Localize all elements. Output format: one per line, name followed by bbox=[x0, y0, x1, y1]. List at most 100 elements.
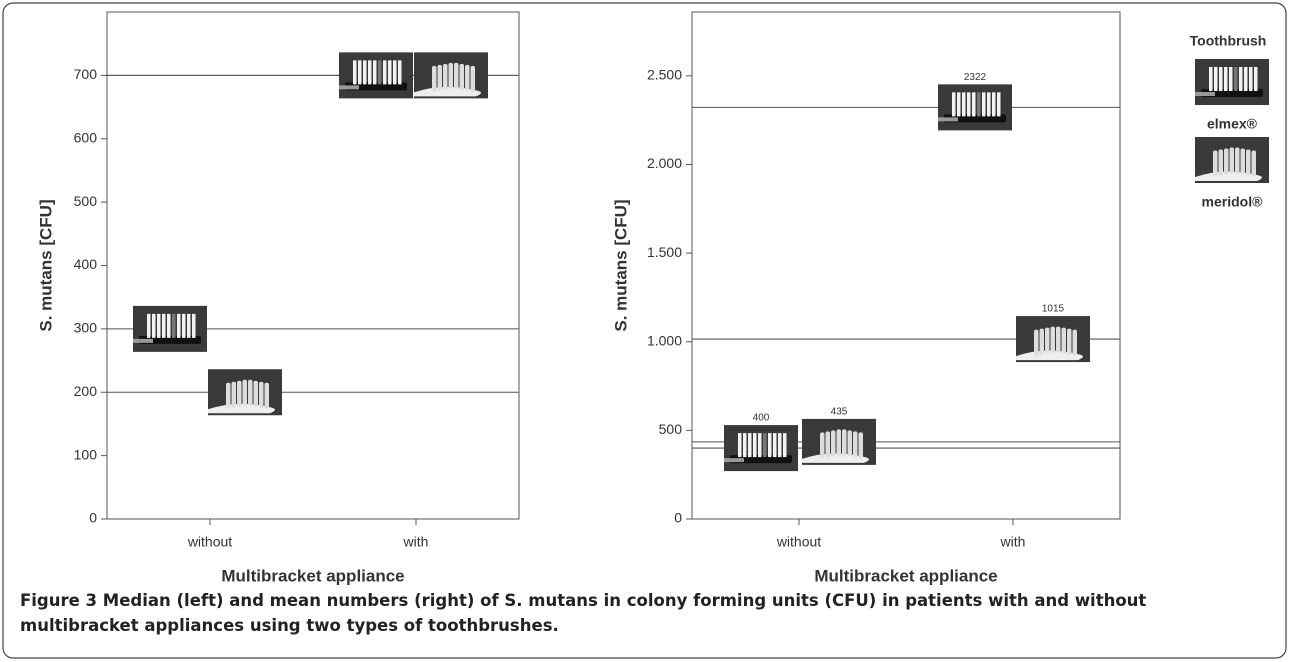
x-tick-label: without bbox=[187, 534, 232, 550]
bristle bbox=[977, 92, 981, 116]
value-label: 1015 bbox=[1042, 304, 1065, 315]
bristle bbox=[1234, 67, 1238, 91]
y-tick-label: 1.500 bbox=[647, 244, 682, 260]
bristle bbox=[237, 381, 242, 407]
bristle bbox=[743, 433, 747, 457]
bristle bbox=[1209, 67, 1213, 91]
bristle bbox=[363, 60, 367, 84]
bristle bbox=[1056, 327, 1061, 353]
bristle bbox=[243, 380, 248, 406]
bristle bbox=[763, 433, 767, 457]
bristle bbox=[957, 92, 961, 116]
bristle bbox=[192, 314, 196, 338]
bristle bbox=[358, 60, 362, 84]
toothbrush-marker bbox=[133, 306, 207, 352]
bristle bbox=[182, 314, 186, 338]
bristle bbox=[1073, 330, 1078, 356]
bristle bbox=[1239, 67, 1243, 91]
y-tick-label: 100 bbox=[74, 446, 98, 462]
bristle bbox=[172, 314, 176, 338]
y-axis-title: S. mutans [CFU] bbox=[611, 199, 630, 331]
bristle bbox=[848, 430, 853, 456]
bristle bbox=[1244, 67, 1248, 91]
bristle bbox=[460, 64, 465, 90]
bristle bbox=[465, 65, 470, 91]
y-tick-label: 1.000 bbox=[647, 332, 682, 348]
toothbrush-marker bbox=[414, 52, 488, 98]
bristle bbox=[177, 314, 181, 338]
bristle bbox=[972, 92, 976, 116]
toothbrush-marker bbox=[339, 52, 413, 98]
bristle bbox=[753, 433, 757, 457]
bristle bbox=[248, 380, 253, 406]
caption-label: Figure 3 bbox=[20, 591, 97, 610]
x-axis-title: Multibracket appliance bbox=[814, 566, 997, 585]
bristle bbox=[842, 429, 847, 455]
bristle bbox=[353, 60, 357, 84]
bristle bbox=[254, 381, 259, 407]
y-tick-label: 200 bbox=[74, 383, 98, 399]
bristle bbox=[783, 433, 787, 457]
bristle bbox=[259, 382, 264, 408]
bristle bbox=[773, 433, 777, 457]
legend-swatch bbox=[1195, 137, 1269, 183]
y-tick-label: 600 bbox=[74, 129, 98, 145]
y-tick-label: 2.000 bbox=[647, 155, 682, 171]
y-tick-label: 2.500 bbox=[647, 67, 682, 83]
bristle bbox=[826, 431, 831, 457]
bristle bbox=[1067, 329, 1072, 355]
bristle bbox=[982, 92, 986, 116]
bristle bbox=[1229, 67, 1233, 91]
figure: Toothbrush 0100200300400500600700S. muta… bbox=[0, 0, 1290, 662]
bristle bbox=[1040, 329, 1045, 355]
x-tick-label: with bbox=[403, 534, 429, 550]
toothbrush-marker bbox=[938, 84, 1012, 130]
bristle bbox=[167, 314, 171, 338]
y-tick-label: 400 bbox=[74, 256, 98, 272]
brush-handle bbox=[1195, 92, 1215, 96]
bristle bbox=[748, 433, 752, 457]
caption: Figure 3 Median (left) and mean numbers … bbox=[20, 588, 1270, 638]
x-axis-title: Multibracket appliance bbox=[221, 566, 404, 585]
bristle bbox=[758, 433, 762, 457]
bristle bbox=[438, 65, 443, 91]
bristle bbox=[1230, 148, 1235, 174]
value-label: 400 bbox=[753, 413, 770, 424]
bristle bbox=[778, 433, 782, 457]
bristle bbox=[1252, 151, 1257, 177]
page: Toothbrush 0100200300400500600700S. muta… bbox=[0, 0, 1290, 662]
bristle bbox=[1045, 328, 1050, 354]
toothbrush-marker bbox=[724, 425, 798, 471]
bristle bbox=[967, 92, 971, 116]
x-tick-label: with bbox=[1000, 534, 1026, 550]
bristle bbox=[820, 432, 825, 458]
bristle bbox=[1051, 327, 1056, 353]
bristle bbox=[471, 66, 476, 92]
bristle bbox=[368, 60, 372, 84]
bristle bbox=[1254, 67, 1258, 91]
bristle bbox=[454, 63, 459, 89]
bristle bbox=[232, 382, 237, 408]
bristle bbox=[1224, 149, 1229, 175]
y-tick-label: 300 bbox=[74, 320, 98, 336]
y-tick-label: 700 bbox=[74, 66, 98, 82]
bristle bbox=[738, 433, 742, 457]
bristle bbox=[768, 433, 772, 457]
bristle bbox=[1219, 67, 1223, 91]
toothbrush-marker bbox=[1016, 316, 1090, 362]
bristle bbox=[1034, 330, 1039, 356]
bristle bbox=[853, 431, 858, 457]
bristle bbox=[992, 92, 996, 116]
value-label: 435 bbox=[831, 407, 848, 418]
bristle bbox=[1219, 150, 1224, 176]
bristle bbox=[373, 60, 377, 84]
brush-handle bbox=[339, 85, 359, 89]
bristle bbox=[157, 314, 161, 338]
y-tick-label: 0 bbox=[674, 510, 682, 526]
brush-handle bbox=[938, 117, 958, 121]
bristle bbox=[443, 64, 448, 90]
bristle bbox=[952, 92, 956, 116]
bristle bbox=[1062, 328, 1067, 354]
bristle bbox=[378, 60, 382, 84]
y-axis-title: S. mutans [CFU] bbox=[36, 199, 55, 331]
